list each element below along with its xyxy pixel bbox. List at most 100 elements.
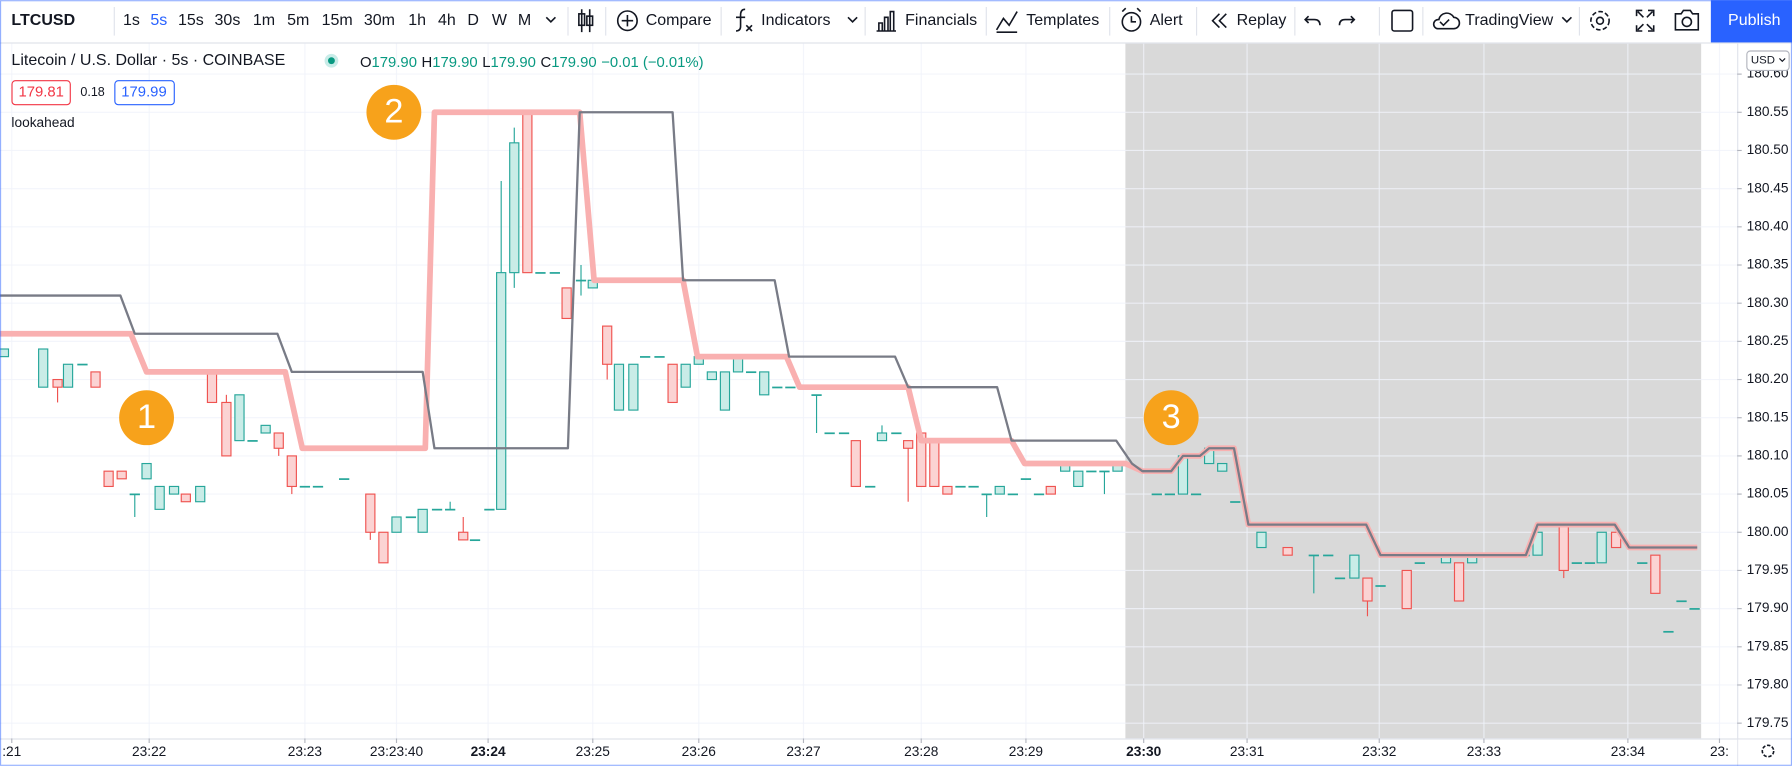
candle-body [469, 539, 481, 542]
bid-box[interactable] [11, 80, 71, 106]
x-tick-label: 23:34 [1611, 744, 1646, 759]
candle-body [445, 508, 456, 511]
y-tick-label: 179.75 [1747, 715, 1789, 730]
candle-body [719, 371, 731, 411]
interval-button[interactable]: D [467, 12, 479, 29]
financials-button[interactable]: Financials [905, 12, 977, 29]
chart-type-icon[interactable] [578, 9, 594, 33]
compare-button[interactable]: Compare [646, 12, 712, 29]
candle-body [90, 371, 101, 388]
candle-body [628, 363, 639, 411]
redo-button[interactable] [1338, 15, 1356, 26]
publish-button[interactable] [1710, 0, 1792, 43]
indicators-chevron[interactable] [847, 16, 858, 23]
replay-icon[interactable] [1211, 13, 1227, 29]
y-tick-label: 180.30 [1747, 295, 1789, 310]
candle-body [613, 363, 625, 411]
interval-button[interactable]: 1h [408, 12, 426, 29]
ohlc-values: O179.90 H179.90 L179.90 C179.90 −0.01 (−0.01… [360, 55, 704, 71]
annotation-label: 3 [1162, 398, 1181, 436]
interval-chevron[interactable] [545, 16, 556, 23]
candle-body [405, 516, 417, 519]
candle-body [458, 531, 469, 541]
candle-body [312, 485, 324, 488]
indicators-button[interactable]: Indicators [761, 12, 830, 29]
interval-button[interactable]: 30s [215, 12, 241, 29]
compare-icon[interactable] [616, 10, 638, 32]
cloud-icon[interactable] [1432, 12, 1461, 30]
candle-body [1282, 546, 1293, 556]
ask-box[interactable] [114, 80, 175, 106]
candle-body [1584, 562, 1596, 564]
x-tick-label: 23:25 [576, 744, 611, 759]
alert-button[interactable]: Alert [1150, 12, 1183, 29]
candle-body [1099, 470, 1110, 473]
layout-name[interactable]: TradingView [1465, 12, 1553, 29]
session-shading [1125, 43, 1702, 739]
publish-label[interactable]: Publish [1728, 12, 1780, 29]
fullscreen-button[interactable] [1635, 9, 1655, 32]
layout-button[interactable] [1391, 9, 1414, 32]
y-tick-label: 179.85 [1747, 638, 1789, 653]
interval-button[interactable]: 5m [287, 12, 309, 29]
interval-button[interactable]: M [518, 12, 531, 29]
x-tick-label: 23:23:40 [370, 744, 424, 759]
interval-button[interactable]: 4h [438, 12, 456, 29]
candle-body [561, 287, 572, 320]
legend: Litecoin / U.S. Dollar · 5s · COINBASE O… [11, 52, 704, 130]
candle-body [339, 478, 350, 480]
financials-icon[interactable] [876, 10, 896, 32]
interval-button[interactable]: 30m [364, 12, 395, 29]
x-tick-label: 23:33 [1467, 744, 1502, 759]
y-tick-label: 179.95 [1747, 562, 1789, 577]
interval-button[interactable]: W [492, 12, 508, 29]
bid-price[interactable]: 179.81 [18, 85, 63, 101]
candle-body [129, 493, 140, 496]
candle-body [838, 432, 850, 435]
interval-button[interactable]: 1s [123, 12, 140, 29]
axes: 179.75 179.80 179.85 179.90 179.95 180.00 180.… [0, 43, 1792, 766]
replay-button[interactable]: Replay [1237, 12, 1287, 29]
candle-body [903, 440, 914, 449]
snapshot-button[interactable] [1674, 9, 1700, 31]
candle-body [273, 432, 284, 449]
ohlc-label: L [482, 55, 490, 71]
ask-price[interactable]: 179.99 [121, 85, 166, 101]
candle-body [103, 470, 114, 488]
symbol[interactable]: LTCUSD [11, 12, 75, 29]
interval-button[interactable]: 1m [253, 12, 275, 29]
candle-body [1007, 493, 1018, 496]
interval-button[interactable]: 15m [322, 12, 353, 29]
candle-body [234, 394, 245, 442]
axis-settings-button[interactable] [1761, 744, 1775, 758]
interval-button[interactable]: 5s [150, 12, 167, 29]
candle-body [391, 516, 402, 533]
alert-icon[interactable] [1121, 7, 1142, 32]
time-axis-bg [0, 738, 1738, 766]
price-axis-bg [1737, 43, 1792, 766]
settings-button[interactable] [1590, 10, 1610, 31]
undo-button[interactable] [1304, 15, 1321, 26]
candle-body [759, 371, 770, 396]
layout-chevron[interactable] [1561, 16, 1572, 23]
candle-body [1151, 493, 1162, 496]
candle-body [772, 386, 783, 389]
y-tick-label: 179.90 [1747, 600, 1789, 615]
x-tick-label: 23:26 [682, 744, 717, 759]
templates-icon[interactable] [995, 11, 1018, 33]
interval-button[interactable]: 15s [178, 12, 204, 29]
annotation-badge [1143, 390, 1199, 446]
currency-box[interactable] [1746, 50, 1790, 71]
candle-body [981, 493, 992, 496]
candle-body [942, 485, 953, 495]
candle-body [195, 485, 206, 503]
indicators-icon[interactable] [735, 8, 753, 32]
candle-body [299, 485, 311, 488]
candle-body [180, 493, 191, 503]
currency-label[interactable]: USD [1751, 55, 1775, 67]
currency-chevron[interactable] [1779, 58, 1786, 63]
templates-button[interactable]: Templates [1026, 12, 1099, 29]
candle-body [1375, 585, 1386, 587]
price-axis-corner [1738, 739, 1792, 766]
